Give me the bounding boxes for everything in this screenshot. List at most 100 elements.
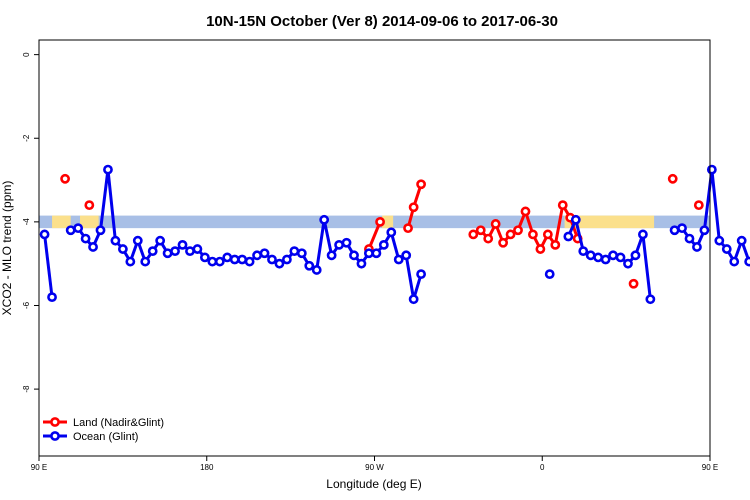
series-1-point-1-8	[125, 256, 136, 267]
series-1-point-1-2	[80, 233, 91, 244]
y-axis: 0 -2 -4 -6 -8	[22, 52, 39, 393]
y-tick-label-4: -8	[22, 385, 31, 393]
series-1-line-0	[43, 234, 54, 298]
series-1-point-1-24	[244, 256, 255, 267]
series-1-point-3-1	[570, 214, 581, 225]
series-0-point-4-12	[557, 200, 568, 211]
series-1-point-1-18	[199, 252, 210, 263]
series-0-point-4-1	[475, 225, 486, 236]
band-yellow-2	[381, 215, 394, 229]
series-1-point-1-43	[386, 227, 397, 238]
series-1-point-1-34	[319, 214, 330, 225]
series-0-point-3-0	[403, 223, 413, 234]
y-tick-label-3: -6	[22, 301, 31, 309]
series-0-point-4-10	[542, 229, 553, 240]
series-1-point-1-41	[371, 248, 382, 259]
legend-marker-0	[50, 417, 60, 427]
series-1-point-4-7	[721, 244, 732, 254]
series-1-point-1-44	[393, 254, 404, 265]
series-1-point-3-10	[638, 229, 648, 240]
series-1-point-1-23	[237, 254, 248, 265]
series-1-point-4-5	[706, 164, 717, 175]
series-1-point-0-1	[47, 292, 57, 303]
series-1-point-4-2	[684, 233, 695, 244]
series-0-point-4-9	[535, 244, 546, 254]
series-1-point-1-22	[229, 254, 240, 265]
series-1-point-1-27	[267, 254, 277, 265]
series-0-point-3-1	[408, 202, 419, 213]
series-1-point-3-0	[563, 231, 574, 242]
series-1-point-4-10	[744, 256, 750, 267]
series-0-point-4-7	[520, 206, 531, 217]
series-1-point-1-42	[378, 239, 389, 250]
series-1-point-4-1	[677, 223, 687, 234]
x-tick-label-0: 90 E	[31, 463, 47, 472]
x-axis: 90 E 180 90 W 0 90 E	[31, 456, 718, 472]
series-1-point-1-45	[401, 250, 412, 261]
series-1-point-1-26	[259, 248, 270, 259]
series-1-point-3-5	[600, 254, 611, 265]
y-tick-label-2: -4	[22, 218, 31, 226]
series-1-point-1-28	[274, 258, 285, 269]
series-1-point-1-32	[304, 260, 315, 271]
series-1-point-1-33	[311, 265, 322, 275]
series-0-point-4-0	[468, 229, 479, 240]
series-1-point-3-2	[578, 246, 589, 257]
series-1-point-1-13	[162, 248, 173, 259]
legend-label-0: Land (Nadir&Glint)	[73, 417, 164, 429]
band-yellow-1	[80, 215, 99, 229]
series-layer	[39, 164, 750, 305]
series-0-point-0-0	[60, 173, 70, 184]
series-0-point-4-5	[505, 229, 516, 240]
series-1-point-1-1	[73, 223, 84, 234]
series-0-point-4-4	[498, 237, 509, 248]
series-1-point-1-38	[349, 250, 359, 261]
series-0	[60, 173, 704, 289]
series-0-point-4-6	[513, 225, 523, 236]
series-1-point-3-9	[630, 250, 641, 261]
series-1-point-1-11	[147, 246, 158, 257]
series-1-point-1-19	[207, 256, 218, 267]
series-1-point-1-9	[132, 235, 143, 246]
series-0-point-6-0	[667, 173, 678, 184]
series-0-point-2-1	[375, 216, 385, 227]
series-1-point-2-0	[544, 269, 555, 280]
legend-marker-1	[50, 431, 60, 441]
series-1-point-1-10	[140, 256, 151, 267]
y-tick-label-1: -2	[22, 134, 31, 142]
series-1-point-4-9	[736, 235, 747, 246]
series-1-point-1-16	[185, 246, 195, 257]
series-1-point-4-0	[669, 225, 680, 236]
band-yellow-0	[52, 215, 71, 229]
series-1-point-3-4	[593, 252, 604, 263]
series-1-point-3-8	[623, 258, 633, 269]
y-tick-label-0: 0	[22, 52, 31, 57]
x-tick-label-4: 90 E	[702, 463, 718, 472]
series-1-point-1-29	[281, 254, 292, 265]
series-1-point-1-46	[408, 294, 419, 305]
series-1-point-1-5	[103, 164, 113, 175]
series-1-point-0-0	[39, 229, 50, 240]
x-tick-label-3: 0	[540, 463, 545, 472]
series-0-point-1-0	[84, 200, 95, 211]
series-1-point-3-11	[645, 294, 656, 305]
series-1-point-3-6	[608, 250, 618, 261]
series-0-point-4-11	[550, 239, 561, 250]
series-1-point-1-35	[326, 250, 337, 261]
series-1-point-1-15	[177, 239, 188, 250]
series-1-point-1-12	[155, 235, 166, 246]
series-1-point-4-3	[692, 242, 702, 252]
series-0-point-4-8	[528, 229, 538, 240]
series-1-point-1-17	[192, 244, 203, 254]
series-1-point-1-14	[170, 246, 180, 257]
x-axis-label: Longitude (deg E)	[326, 477, 421, 491]
series-1-point-1-37	[341, 237, 352, 248]
band-yellow-3	[564, 215, 655, 229]
series-1-point-4-4	[699, 225, 710, 236]
series-1-point-1-25	[252, 250, 262, 261]
series-1-point-1-7	[117, 244, 128, 254]
series-1-point-3-7	[615, 252, 626, 263]
series-1-point-1-0	[65, 225, 76, 236]
series-1-line-1	[70, 168, 423, 301]
